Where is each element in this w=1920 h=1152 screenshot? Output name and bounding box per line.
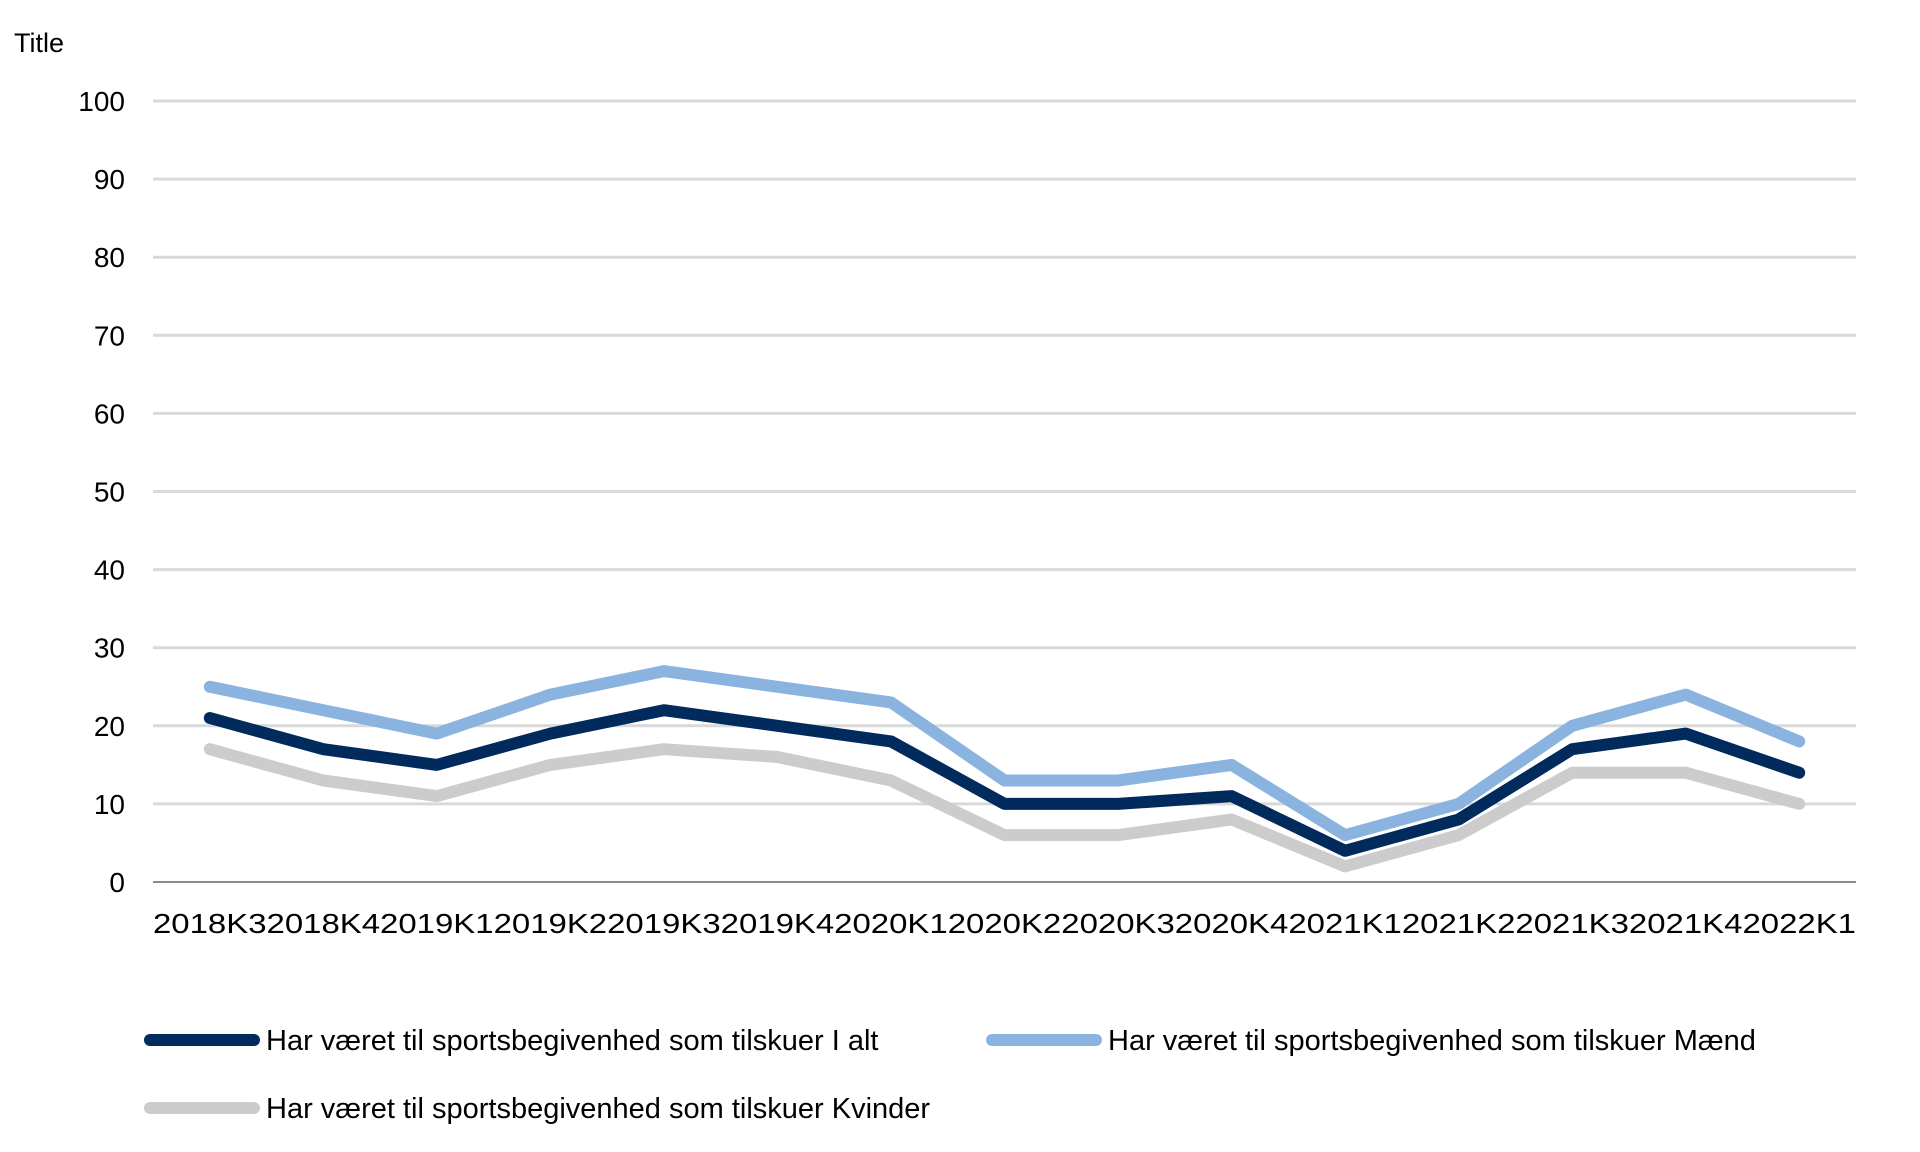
series-lines: [203, 665, 1806, 873]
x-tick-label: 2018K4: [267, 908, 381, 939]
x-tick-label: 2020K4: [1175, 908, 1289, 939]
y-tick-label: 90: [94, 164, 125, 195]
legend-label: Har været til sportsbegivenhed som tilsk…: [266, 1093, 930, 1125]
y-tick-label: 20: [94, 711, 125, 742]
gridlines: [153, 99, 1856, 883]
series-line-i-alt: [203, 704, 1806, 857]
y-tick-label: 50: [94, 477, 125, 508]
x-tick-label: 2018K3: [153, 908, 267, 939]
x-tick-label: 2021K4: [1629, 908, 1743, 939]
y-tick-label: 80: [94, 242, 125, 273]
x-tick-label: 2019K3: [607, 908, 721, 939]
y-tick-label: 40: [94, 555, 125, 586]
x-tick-label: 2021K2: [1402, 908, 1516, 939]
series-line-maend: [203, 665, 1806, 842]
y-tick-label: 30: [94, 633, 125, 664]
x-tick-label: 2020K3: [1061, 908, 1175, 939]
y-tick-label: 60: [94, 398, 125, 429]
x-tick-label: 2022K1: [1742, 908, 1856, 939]
y-axis-tick-labels: 0 10 20 30 40 50 60 70 80 90 100: [78, 86, 125, 898]
x-tick-label: 2020K1: [834, 908, 948, 939]
legend: Har været til sportsbegivenhed som tilsk…: [144, 1025, 1756, 1125]
y-tick-label: 100: [78, 86, 125, 117]
y-tick-label: 10: [94, 789, 125, 820]
x-tick-label: 2019K4: [721, 908, 835, 939]
x-tick-label: 2021K3: [1515, 908, 1629, 939]
x-tick-label: 2019K2: [494, 908, 608, 939]
x-tick-label: 2021K1: [1288, 908, 1402, 939]
x-tick-label: 2019K1: [380, 908, 494, 939]
chart-title: Title: [14, 28, 64, 58]
y-tick-label: 0: [109, 867, 125, 898]
y-tick-label: 70: [94, 320, 125, 351]
x-axis-tick-labels: 2018K3 2018K4 2019K1 2019K2 2019K3 2019K4 2020…: [153, 908, 1856, 939]
legend-label: Har været til sportsbegivenhed som tilsk…: [1108, 1025, 1756, 1057]
x-tick-label: 2020K2: [948, 908, 1062, 939]
series-line-kvinder: [203, 743, 1806, 873]
legend-label: Har været til sportsbegivenhed som tilsk…: [266, 1025, 878, 1057]
